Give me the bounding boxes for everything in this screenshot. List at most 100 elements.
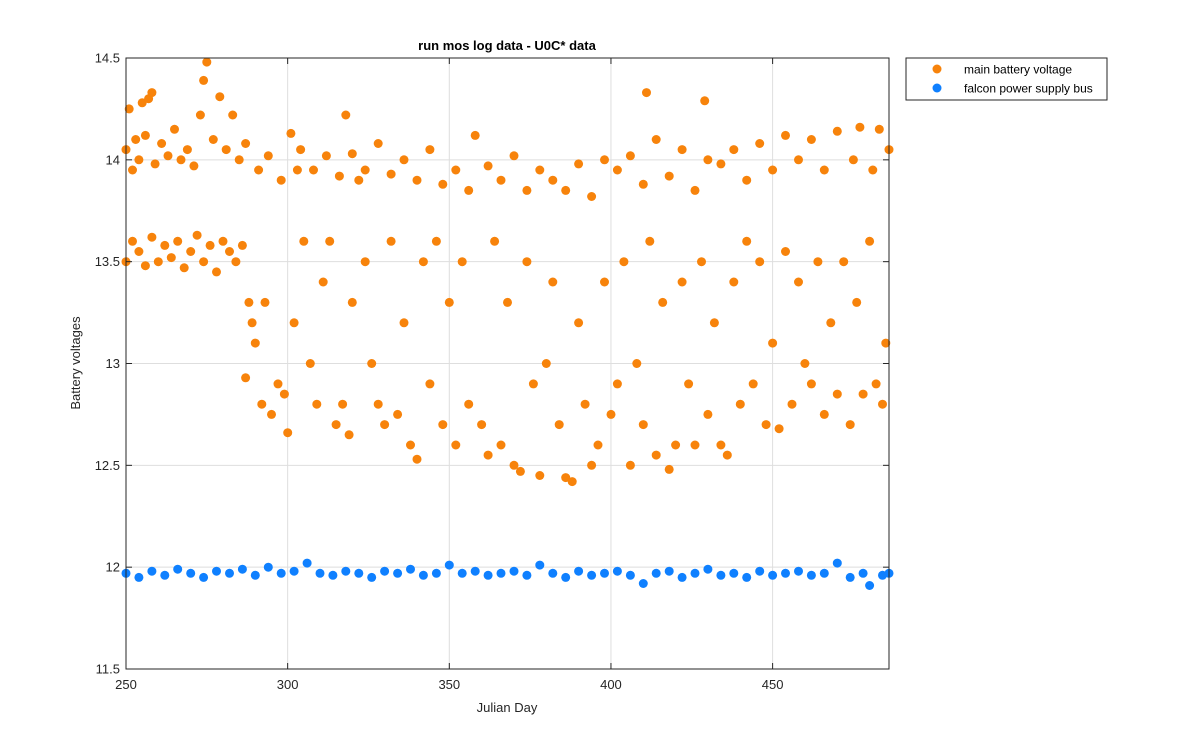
scatter-point	[241, 139, 251, 148]
scatter-point	[716, 440, 726, 450]
scatter-point	[600, 568, 609, 578]
scatter-point	[729, 145, 739, 155]
x-tick-label: 400	[600, 677, 622, 692]
scatter-point	[315, 568, 325, 578]
y-tick-label: 14.5	[95, 51, 120, 66]
scatter-point	[412, 175, 422, 185]
scatter-point	[813, 257, 823, 267]
scatter-point	[642, 88, 651, 98]
scatter-point	[457, 257, 467, 267]
scatter-point	[299, 236, 309, 246]
scatter-point	[684, 379, 694, 389]
scatter-point	[254, 165, 264, 175]
scatter-point	[729, 568, 739, 578]
scatter-point	[279, 389, 289, 399]
legend[interactable]: main battery voltage falcon power supply…	[905, 57, 1108, 101]
scatter-point	[157, 139, 167, 148]
scatter-point	[845, 572, 855, 582]
scatter-point	[561, 572, 571, 582]
scatter-point	[134, 572, 144, 582]
scatter-point	[716, 159, 726, 169]
scatter-point	[328, 570, 338, 580]
scatter-point	[848, 155, 858, 165]
scatter-point	[509, 151, 519, 161]
scatter-point	[208, 135, 218, 144]
x-tick-label: 450	[762, 677, 784, 692]
scatter-point	[587, 192, 597, 201]
scatter-point	[134, 247, 144, 256]
scatter-point	[690, 440, 700, 450]
x-axis-ticks: 250 300 350 400 450	[115, 58, 783, 692]
scatter-point	[690, 185, 700, 195]
scatter-point	[697, 257, 706, 267]
scatter-point	[399, 155, 409, 165]
scatter-point	[483, 570, 493, 580]
scatter-point	[128, 165, 137, 175]
scatter-point	[231, 257, 241, 267]
scatter-point	[490, 236, 500, 246]
scatter-point	[237, 240, 247, 250]
scatter-point	[425, 379, 435, 389]
scatter-point	[690, 568, 700, 578]
scatter-point	[431, 236, 441, 246]
scatter-point	[625, 460, 635, 470]
scatter-point	[137, 98, 147, 108]
scatter-point	[703, 564, 713, 574]
scatter-point	[768, 570, 778, 580]
scatter-point	[612, 379, 622, 389]
scatter-point	[244, 297, 254, 307]
scatter-point	[671, 440, 681, 450]
scatter-point	[199, 572, 209, 582]
scatter-point	[170, 124, 179, 134]
scatter-point	[800, 359, 810, 368]
scatter-point	[399, 318, 409, 328]
scatter-point	[283, 428, 293, 438]
scatter-point	[380, 566, 390, 576]
scatter-point	[855, 122, 865, 132]
scatter-point	[677, 145, 687, 155]
scatter-point	[794, 566, 803, 576]
scatter-point	[418, 257, 428, 267]
scatter-point	[173, 564, 183, 574]
scatter-point	[515, 466, 525, 476]
scatter-point	[418, 570, 428, 580]
x-axis-label: Julian Day	[477, 700, 538, 715]
scatter-point	[535, 560, 545, 570]
scatter-point	[503, 297, 512, 307]
scatter-point	[289, 318, 299, 328]
scatter-point	[406, 440, 415, 450]
scatter-point	[176, 155, 186, 165]
scatter-point	[318, 277, 328, 287]
scatter-point	[186, 247, 196, 256]
scatter-point	[212, 566, 221, 576]
scatter-point	[768, 338, 778, 348]
scatter-point	[241, 373, 251, 383]
scatter-point	[781, 247, 790, 256]
scatter-point	[179, 263, 189, 273]
scatter-point	[839, 257, 849, 267]
scatter-point	[742, 236, 752, 246]
scatter-point	[477, 420, 487, 430]
scatter-point	[147, 566, 157, 576]
scatter-point	[742, 175, 752, 185]
legend-marker-main-battery	[932, 64, 942, 74]
scatter-point	[703, 409, 713, 419]
scatter-point	[124, 104, 134, 114]
scatter-point	[189, 161, 199, 171]
scatter-point	[483, 161, 493, 171]
scatter-point	[273, 379, 283, 389]
scatter-point	[832, 558, 842, 568]
scatter-point	[321, 151, 331, 161]
scatter-point	[871, 379, 881, 389]
scatter-point	[755, 139, 765, 148]
scatter-point	[128, 236, 137, 246]
scatter-point	[302, 558, 312, 568]
scatter-point	[470, 130, 480, 140]
scatter-point	[276, 568, 286, 578]
scatter-point	[619, 257, 629, 267]
scatter-point	[470, 566, 480, 576]
y-tick-label: 12.5	[95, 458, 120, 473]
scatter-point	[354, 568, 364, 578]
scatter-point	[331, 420, 341, 430]
scatter-point	[748, 379, 758, 389]
